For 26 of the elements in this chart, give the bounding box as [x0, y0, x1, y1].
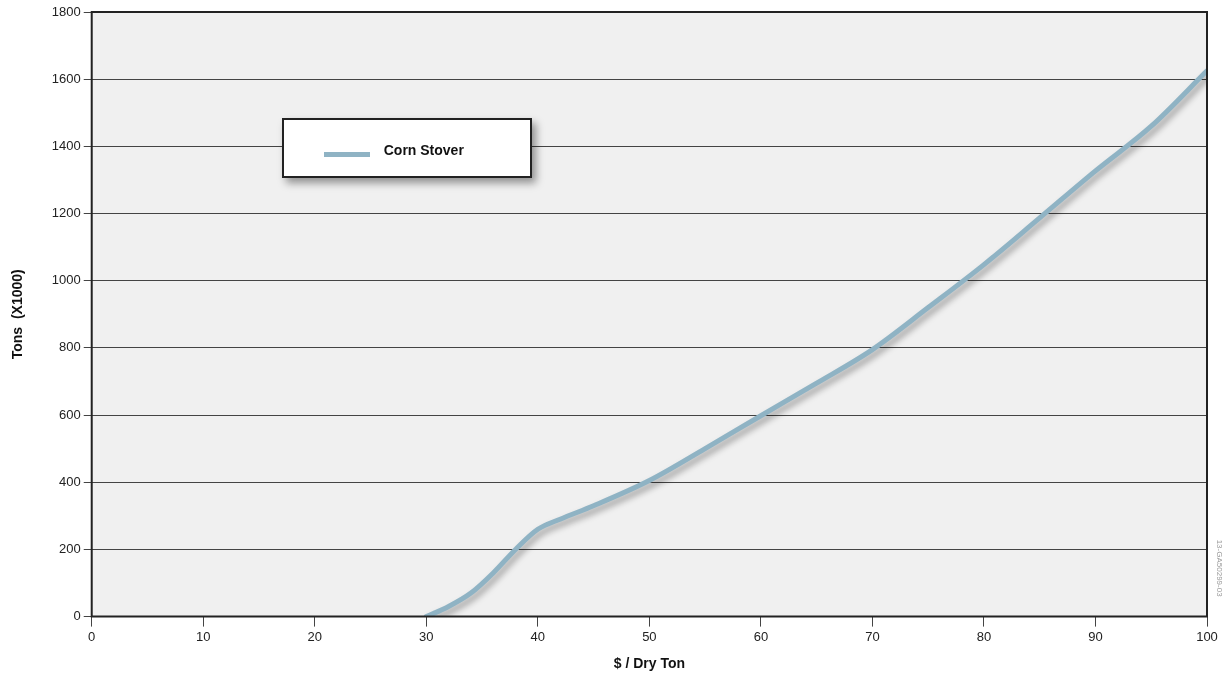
x-tick-label: 0: [88, 628, 96, 644]
y-tick-label: 0: [73, 608, 81, 624]
x-tick-label: 60: [753, 628, 769, 644]
x-tick-label: 100: [1196, 628, 1218, 644]
text: 13-GA50299-03: [1214, 539, 1224, 598]
x-tick-label: 20: [307, 628, 323, 644]
y-tick-label: 200: [59, 541, 81, 556]
x-tick-label: 90: [1088, 628, 1103, 644]
y-tick-label: 1200: [51, 205, 81, 221]
x-tick-label: 30: [419, 628, 434, 644]
x-tick-label: 50: [642, 628, 657, 644]
y-tick-label: 1400: [51, 137, 81, 153]
x-tick-label: 10: [196, 628, 211, 644]
x-tick-label: 80: [976, 628, 992, 644]
y-tick-label: 800: [59, 339, 81, 355]
y-tick-label: 1800: [51, 3, 81, 19]
legend: Corn Stover: [281, 118, 532, 178]
y-tick-label: 1600: [51, 70, 81, 86]
x-tick-label: 70: [865, 628, 880, 644]
legend-label: Corn Stover: [383, 142, 464, 158]
y-tick-label: 600: [59, 406, 81, 422]
y-tick-label: 400: [59, 473, 81, 489]
x-axis-title: $ / Dry Ton: [613, 655, 686, 672]
y-axis-title: Tons (X1000): [9, 269, 26, 360]
y-tick-label: 1000: [51, 272, 81, 288]
x-tick-label: 40: [530, 628, 546, 644]
